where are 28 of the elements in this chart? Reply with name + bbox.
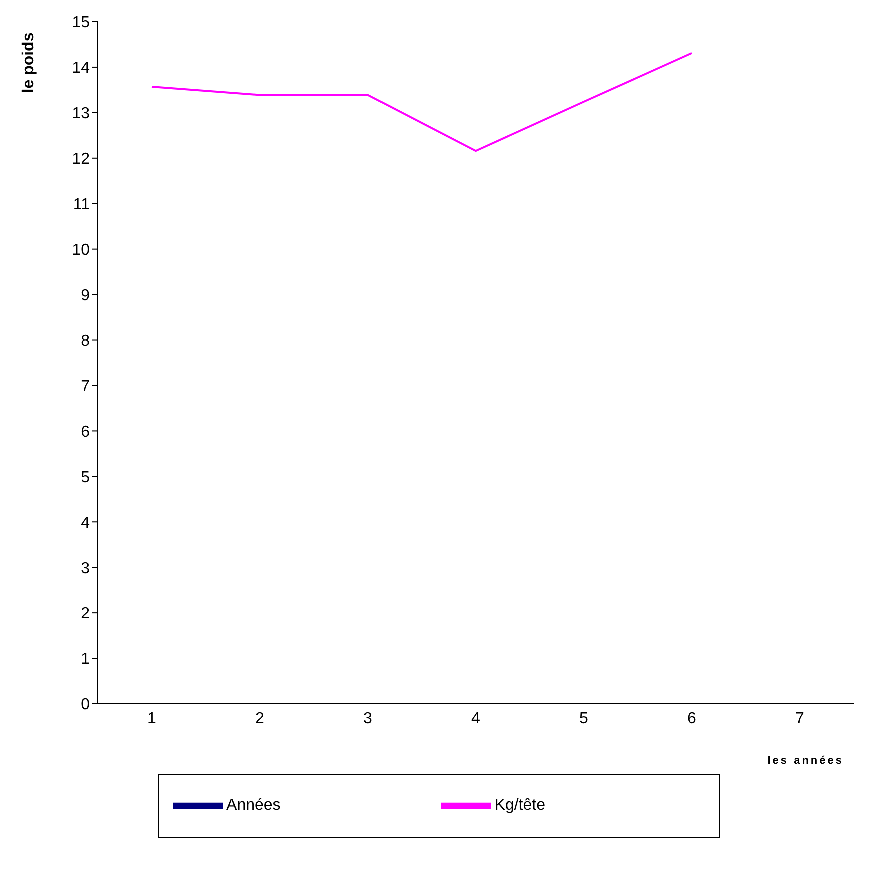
legend-label: Années <box>226 797 281 814</box>
x-tick-label: 6 <box>688 710 697 728</box>
y-tick-label: 1 <box>81 651 90 668</box>
y-tick-label: 14 <box>72 60 90 78</box>
line-series <box>151 52 693 152</box>
y-tick-label: 3 <box>81 560 90 578</box>
y-tick-label: 10 <box>72 242 90 260</box>
y-tick-label: 13 <box>72 106 90 123</box>
y-tick-label: 11 <box>73 196 90 214</box>
y-tick-label: 8 <box>81 332 90 350</box>
y-tick-label: 6 <box>81 424 90 441</box>
x-tick-label: 3 <box>364 710 373 728</box>
y-tick-label: 9 <box>81 287 90 304</box>
x-tick-label: 1 <box>148 710 157 728</box>
y-axis-title: le poids <box>20 32 38 94</box>
y-tick-label: 0 <box>81 696 90 714</box>
y-tick-label: 4 <box>81 514 90 532</box>
x-tick-label: 4 <box>472 710 481 728</box>
y-tick-label: 5 <box>81 469 90 486</box>
x-tick-label: 5 <box>580 710 589 728</box>
y-tick-label: 12 <box>72 151 90 168</box>
x-tick-label: 2 <box>256 710 265 728</box>
x-axis-title: les années <box>768 755 844 767</box>
y-tick-label: 2 <box>81 606 90 623</box>
y-tick-label: 15 <box>72 14 90 32</box>
y-tick-label: 7 <box>81 378 90 396</box>
legend-label: Kg/tête <box>494 797 546 814</box>
x-tick-label: 7 <box>796 710 805 728</box>
